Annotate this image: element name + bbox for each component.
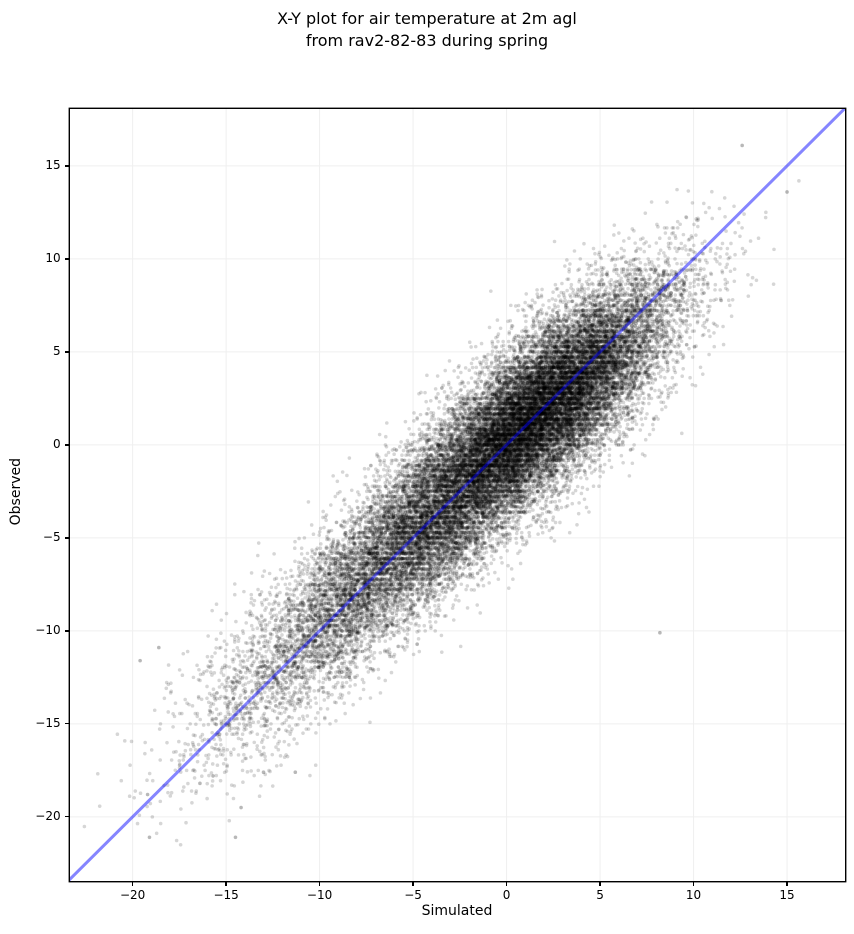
x-tick-mark (599, 882, 601, 887)
chart-title-line2: from rav2-82-83 during spring (305, 31, 549, 50)
plot-area (70, 109, 845, 881)
x-tick-label: 5 (596, 888, 604, 902)
x-tick-label: −10 (306, 888, 333, 902)
x-tick-label: −15 (213, 888, 239, 902)
y-tick-label: 10 (45, 250, 61, 265)
chart-title-line1: X-Y plot for air temperature at 2m agl (277, 9, 577, 28)
y-tick-mark (64, 165, 69, 167)
scatter-canvas (70, 109, 845, 881)
y-tick-mark (64, 723, 69, 725)
y-tick-mark (64, 351, 69, 353)
x-tick-mark (412, 882, 414, 887)
y-tick-label: 15 (45, 157, 61, 172)
y-axis-label: Observed (8, 458, 24, 526)
x-tick-mark (318, 882, 321, 887)
y-tick-mark (64, 537, 69, 539)
x-tick-label: 15 (779, 888, 795, 902)
y-tick-label: −20 (35, 808, 61, 823)
y-tick-label: 0 (52, 436, 61, 451)
x-tick-mark (692, 882, 695, 887)
x-tick-label: 0 (502, 888, 511, 902)
y-tick-label: 5 (52, 343, 61, 358)
y-tick-mark (64, 630, 69, 632)
y-tick-label: −15 (35, 715, 61, 730)
x-tick-mark (131, 882, 134, 887)
y-tick-mark (64, 816, 69, 818)
x-tick-mark (505, 882, 508, 887)
y-tick-mark (64, 258, 69, 260)
y-tick-label: −10 (35, 622, 61, 637)
chart-title: X-Y plot for air temperature at 2m agl f… (0, 8, 854, 52)
x-tick-mark (786, 882, 788, 887)
y-tick-mark (64, 444, 69, 446)
x-tick-label: −20 (119, 888, 146, 902)
y-tick-label: −5 (42, 529, 61, 544)
x-tick-label: 10 (685, 888, 702, 902)
x-tick-mark (225, 882, 227, 887)
x-axis-label: Simulated (421, 903, 493, 919)
x-tick-label: −5 (404, 888, 422, 902)
